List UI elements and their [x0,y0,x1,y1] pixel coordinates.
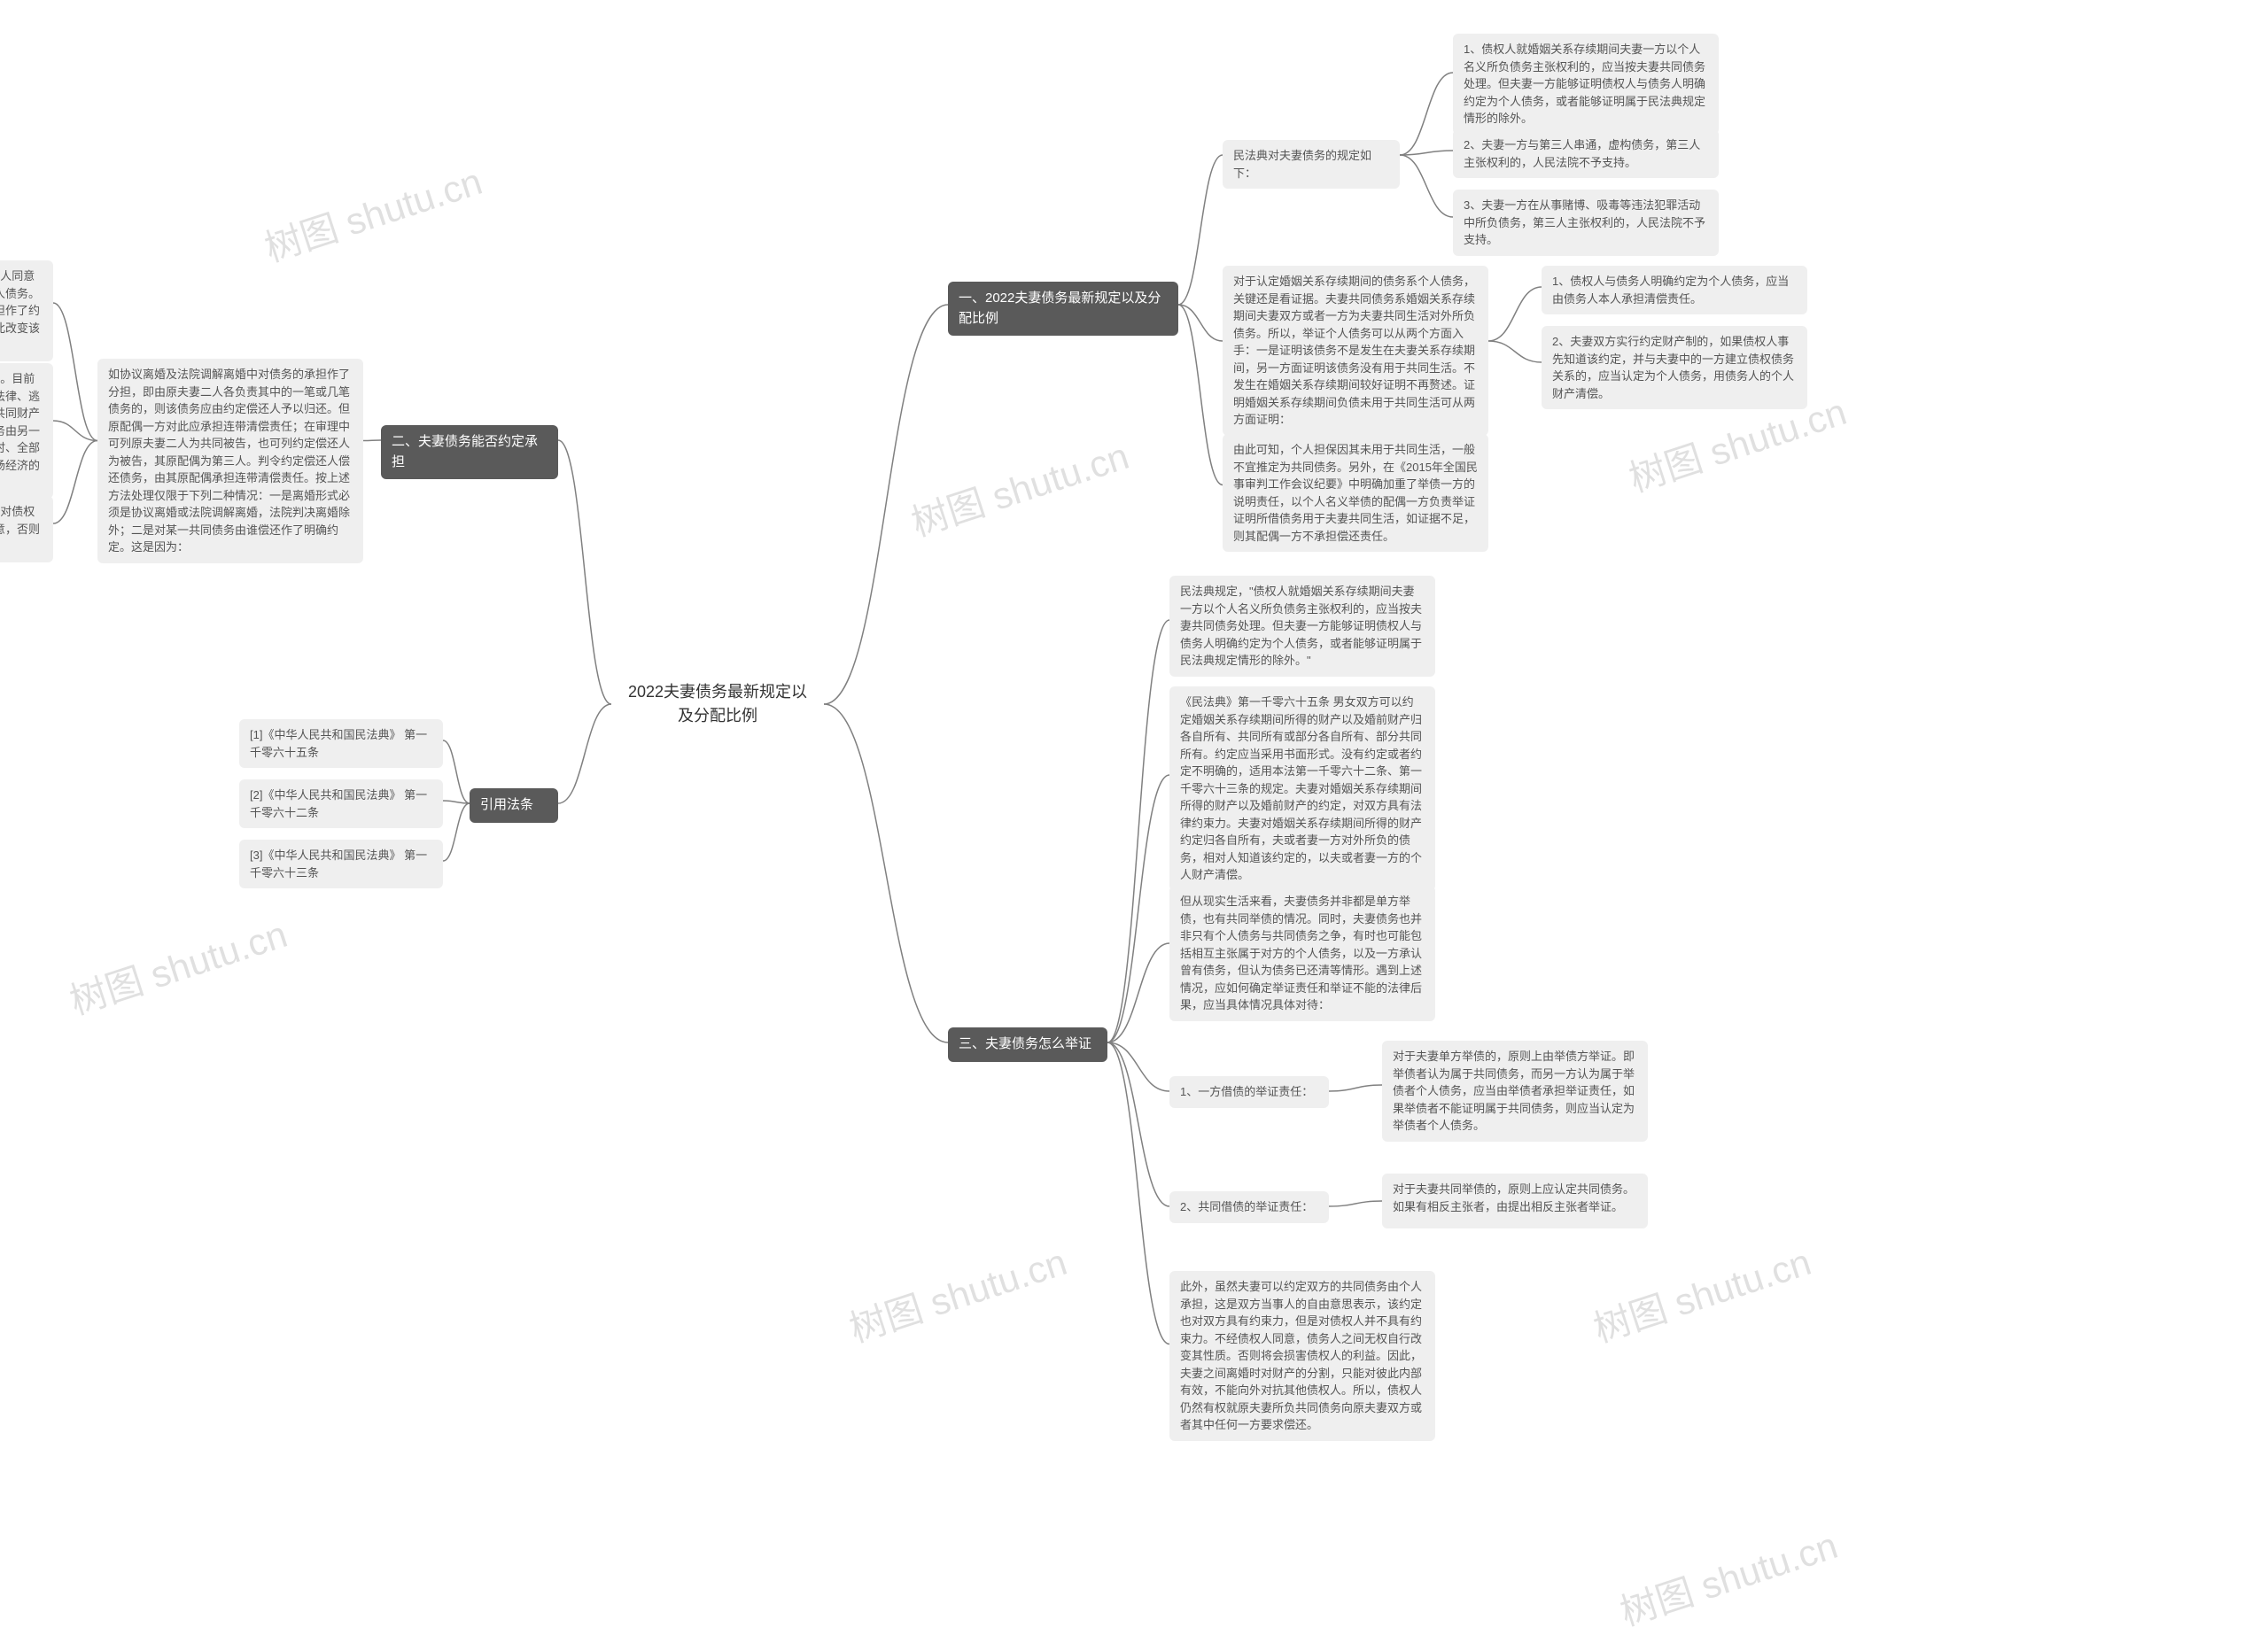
branch-b3: 三、夫妻债务怎么举证 [948,1027,1107,1062]
branch-b4: 引用法条 [470,788,558,823]
leaf-b1c1a: 1、债权人就婚姻关系存续期间夫妻一方以个人名义所负债务主张权利的，应当按夫妻共同… [1453,34,1719,135]
branch-b2: 二、夫妻债务能否约定承担 [381,425,558,479]
watermark-3: 树图 shutu.cn [62,904,293,1026]
leaf-b3c4: 1、一方借债的举证责任： [1169,1076,1329,1108]
leaf-b4c1: [1]《中华人民共和国民法典》 第一千零六十五条 [239,719,443,768]
leaf-b4c2: [2]《中华人民共和国民法典》 第一千零六十二条 [239,779,443,828]
leaf-b1c3: 由此可知，个人担保因其未用于共同生活，一般不宜推定为共同债务。另外，在《2015… [1223,434,1488,552]
leaf-b1c1c: 3、夫妻一方在从事赌博、吸毒等违法犯罪活动中所负债务，第三人主张权利的，人民法院… [1453,190,1719,256]
watermark-1: 树图 shutu.cn [904,426,1135,547]
leaf-b2c1b: 2、应体现对债权人利益的一种充分保护。目前有些离婚案件当事人有意或无意地规避法律… [0,363,53,499]
leaf-b1c2: 对于认定婚姻关系存续期间的债务系个人债务，关键还是看证据。夫妻共同债务系婚姻关系… [1223,266,1488,436]
leaf-b1c2b: 2、夫妻双方实行约定财产制的，如果债权人事先知道该约定，并与夫妻中的一方建立债权… [1542,326,1807,409]
leaf-b1c1b: 2、夫妻一方与第三人串通，虚构债务，第三人主张权利的，人民法院不予支持。 [1453,129,1719,178]
leaf-b3c3: 但从现实生活来看，夫妻债务并非都是单方举债，也有共同举债的情况。同时，夫妻债务也… [1169,886,1435,1021]
leaf-b1c1: 民法典对夫妻债务的规定如下： [1223,140,1400,189]
watermark-4: 树图 shutu.cn [842,1232,1073,1353]
leaf-b3c6: 此外，虽然夫妻可以约定双方的共同债务由个人承担，这是双方当事人的自由意思表示，该… [1169,1271,1435,1441]
leaf-b3c1: 民法典规定，"债权人就婚姻关系存续期间夫妻一方以个人名义所负债务主张权利的，应当… [1169,576,1435,677]
leaf-b2c1: 如协议离婚及法院调解离婚中对债务的承担作了分担，即由原夫妻二人各负责其中的一笔或… [97,359,363,563]
leaf-b3c5: 2、共同借债的举证责任： [1169,1191,1329,1223]
leaf-b2c1c: 3、经自行协商约定共同债务的承担方式对债权人而言是一种内部约定，除非债权人同意，… [0,496,53,562]
watermark-6: 树图 shutu.cn [1612,1515,1844,1635]
leaf-b4c3: [3]《中华人民共和国民法典》 第一千零六十三条 [239,840,443,888]
leaf-b2c1a: 1、共同债务具有不可分割性，非经债权人同意或法律规定，不能将共同债务改变为个人债… [0,260,53,361]
watermark-0: 树图 shutu.cn [257,151,488,273]
leaf-b3c2: 《民法典》第一千零六十五条 男女双方可以约定婚姻关系存续期间所得的财产以及婚前财… [1169,686,1435,891]
leaf-b1c2a: 1、债权人与债务人明确约定为个人债务，应当由债务人本人承担清偿责任。 [1542,266,1807,314]
leaf-b3c5a: 对于夫妻共同举债的，原则上应认定共同债务。如果有相反主张者，由提出相反主张者举证… [1382,1174,1648,1228]
branch-b1: 一、2022夫妻债务最新规定以及分 配比例 [948,282,1178,336]
center-node: 2022夫妻债务最新规定以 及分配比例 [611,673,824,735]
watermark-5: 树图 shutu.cn [1586,1232,1817,1353]
leaf-b3c4a: 对于夫妻单方举债的，原则上由举债方举证。即举债者认为属于共同债务，而另一方认为属… [1382,1041,1648,1142]
